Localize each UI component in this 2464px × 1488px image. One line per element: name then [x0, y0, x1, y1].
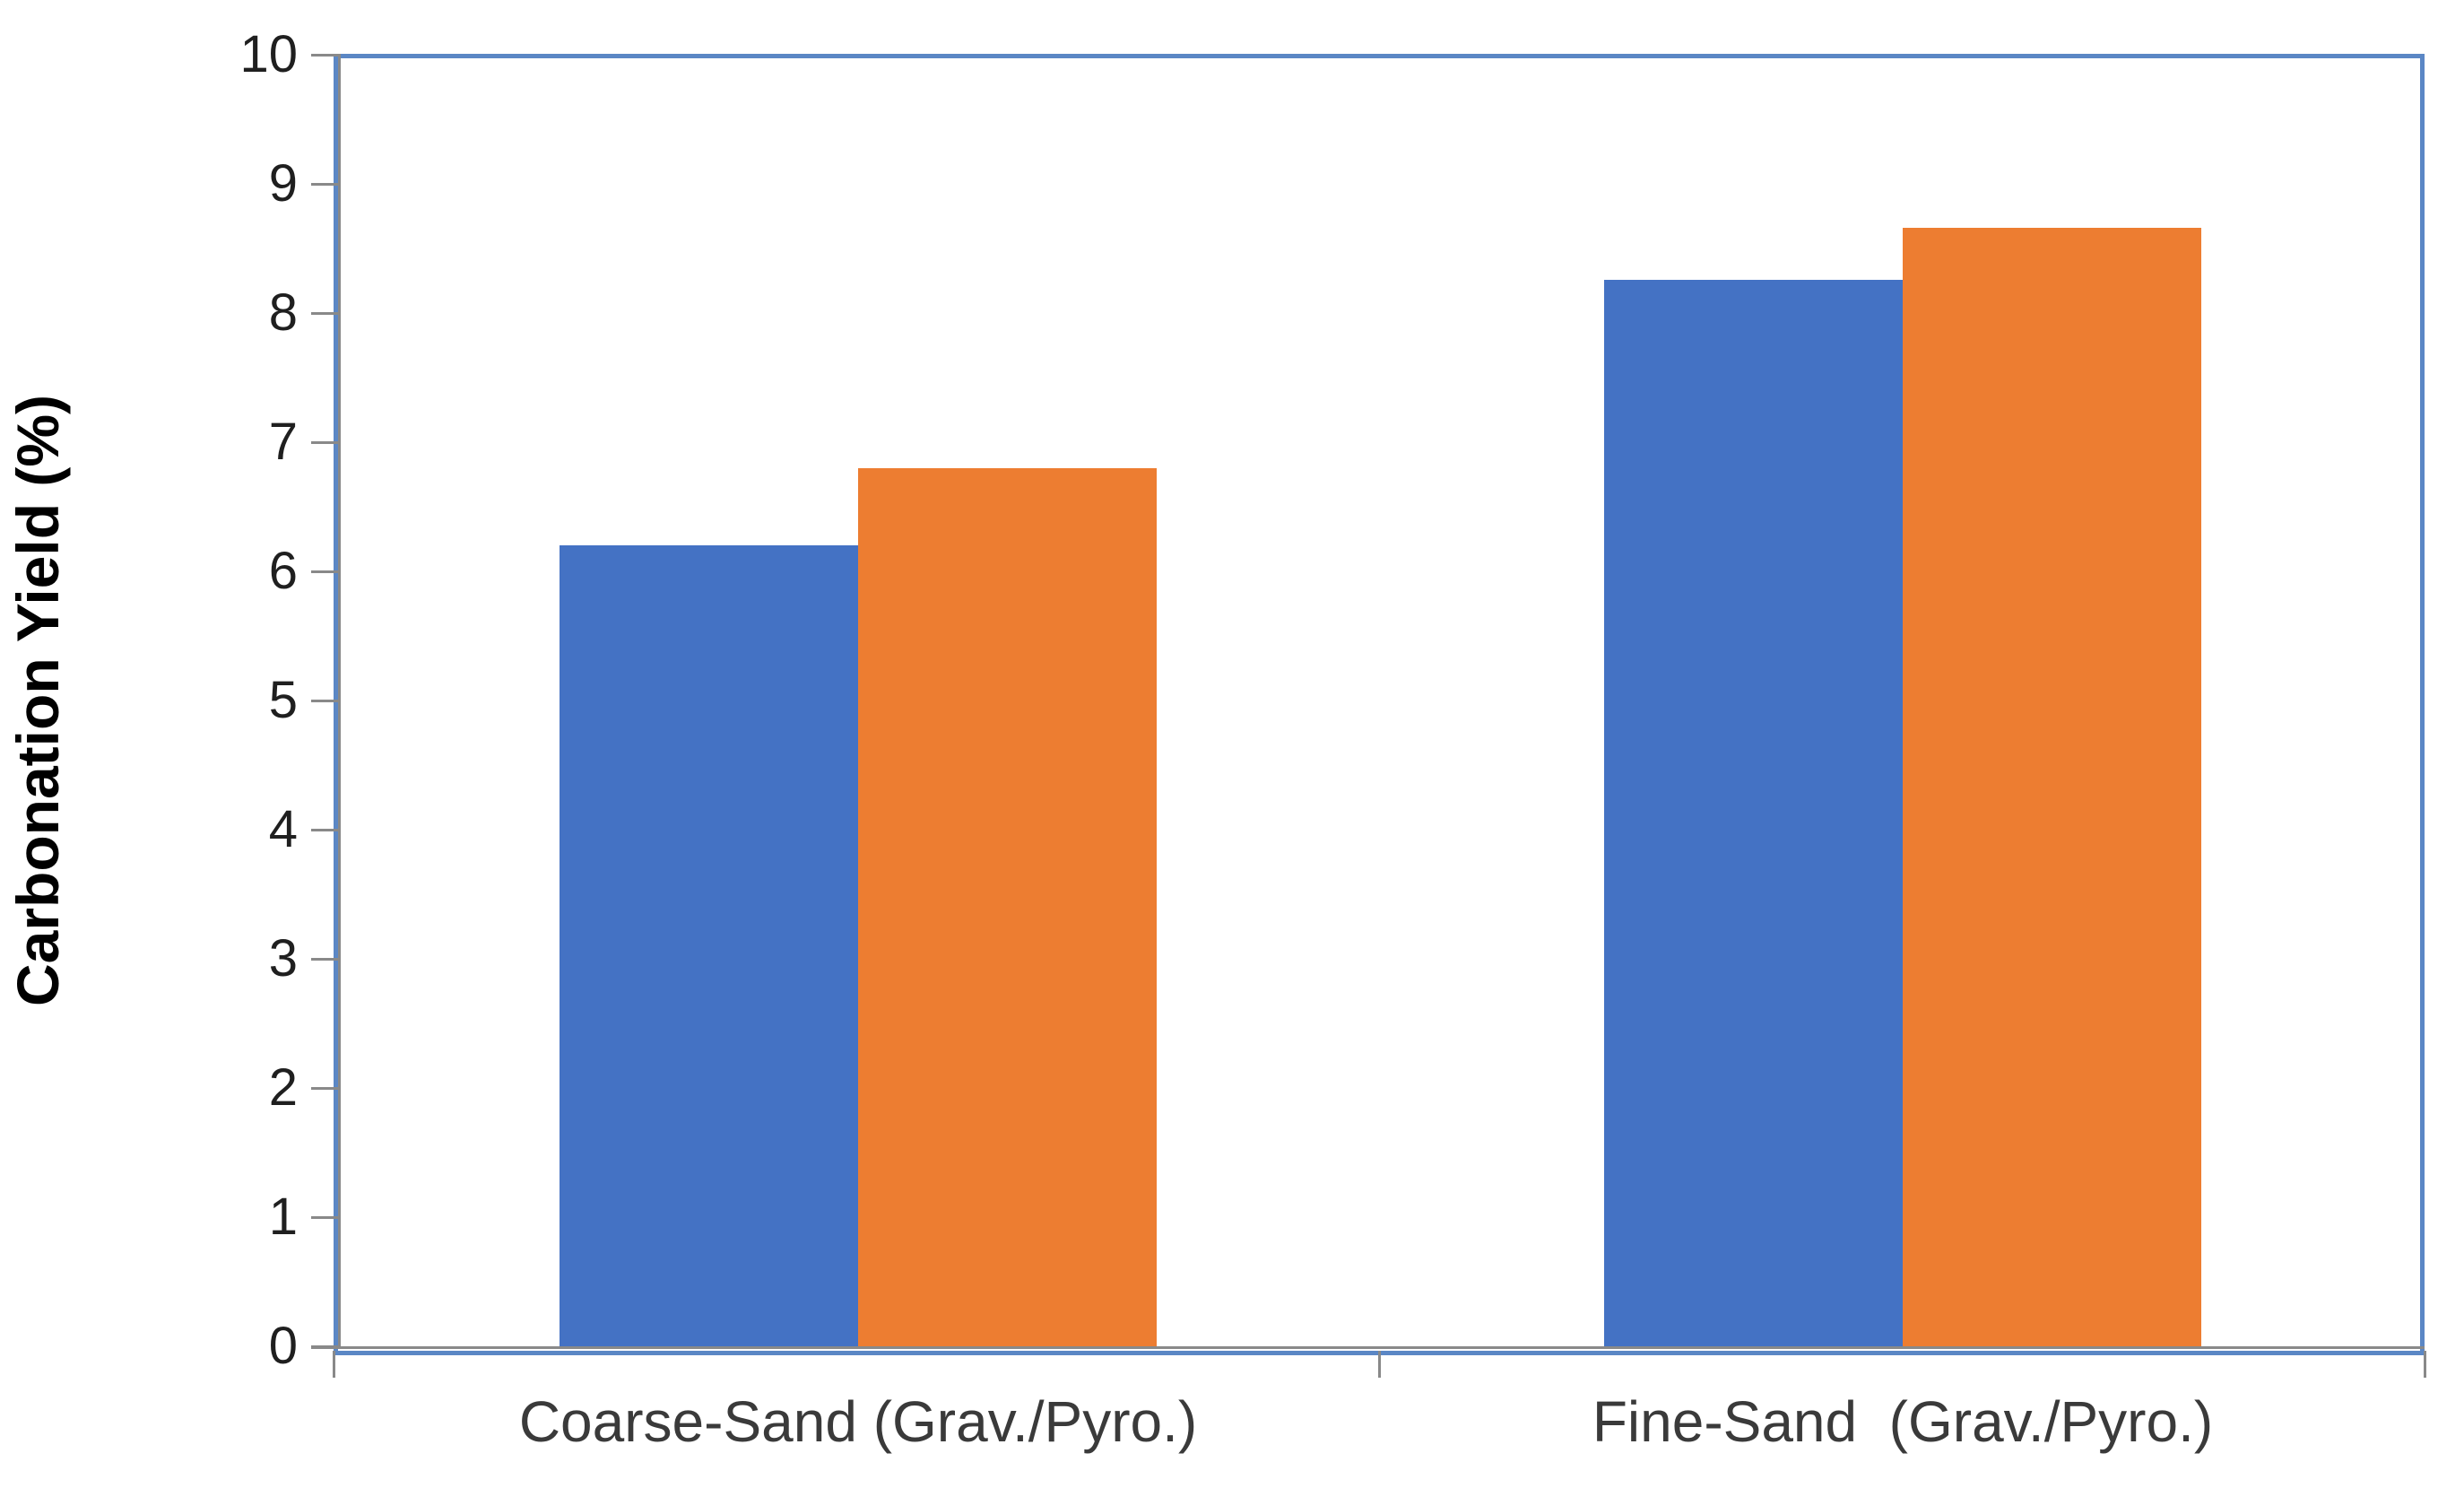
y-tick-label: 10 — [239, 25, 298, 83]
y-tick-mark — [311, 54, 338, 57]
y-tick-mark — [311, 958, 338, 961]
x-tick-mark — [1378, 1351, 1381, 1378]
y-tick-label: 8 — [268, 283, 298, 342]
y-tick-label: 1 — [268, 1188, 298, 1246]
y-tick-mark — [311, 1087, 338, 1090]
y-tick-label: 0 — [268, 1317, 298, 1375]
y-axis-title: Carbonation Yield (%) — [4, 394, 71, 1007]
y-tick-mark — [311, 183, 338, 186]
y-tick-label: 5 — [268, 671, 298, 729]
y-tick-mark — [311, 829, 338, 831]
x-category-label: Coarse-Sand (Grav./Pyro.) — [518, 1389, 1198, 1454]
y-tick-label: 9 — [268, 154, 298, 213]
y-tick-mark — [311, 1345, 338, 1348]
x-axis-line — [311, 1346, 2425, 1349]
blue-series-bar — [560, 545, 858, 1346]
y-tick-mark — [311, 700, 338, 702]
y-tick-mark — [311, 1216, 338, 1219]
x-tick-mark — [2424, 1351, 2426, 1378]
y-tick-label: 3 — [268, 929, 298, 988]
x-tick-mark — [333, 1351, 335, 1378]
x-category-label: Fine-Sand (Grav./Pyro.) — [1592, 1389, 2214, 1454]
orange-series-bar — [1903, 228, 2201, 1346]
y-tick-label: 4 — [268, 800, 298, 858]
y-tick-mark — [311, 441, 338, 444]
y-axis-line — [338, 54, 341, 1348]
orange-series-bar — [858, 468, 1157, 1346]
y-tick-mark — [311, 312, 338, 315]
y-tick-mark — [311, 570, 338, 573]
y-tick-label: 7 — [268, 413, 298, 471]
blue-series-bar — [1604, 280, 1903, 1346]
y-tick-label: 6 — [268, 542, 298, 600]
y-tick-label: 2 — [268, 1058, 298, 1117]
